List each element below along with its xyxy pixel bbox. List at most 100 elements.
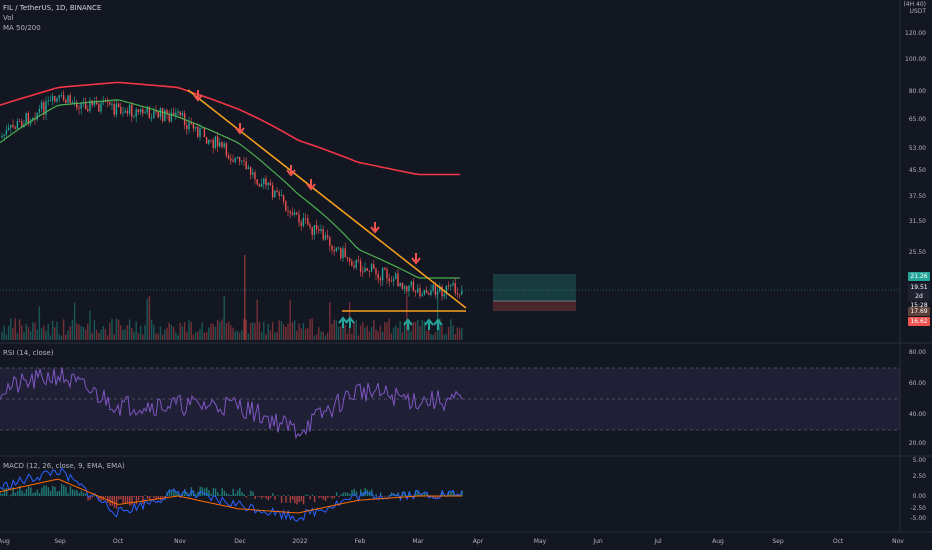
volume-bar <box>390 333 393 340</box>
green-up-arrow <box>433 318 443 330</box>
candle-body <box>335 248 338 252</box>
candles-group <box>1 90 463 301</box>
candle-body <box>60 94 63 96</box>
candle-body <box>175 112 177 116</box>
candle-body <box>91 100 93 106</box>
volume-bar <box>54 327 56 340</box>
volume-bar <box>267 323 269 340</box>
candle-body <box>227 155 230 159</box>
candle-body <box>5 129 8 135</box>
candle-body <box>293 212 296 215</box>
volume-bar <box>373 320 375 340</box>
volume-bar <box>296 330 298 340</box>
volume-bar <box>366 325 368 340</box>
volume-bar <box>161 334 164 340</box>
candle-body <box>197 127 199 137</box>
candle-body <box>166 110 168 115</box>
volume-bar <box>285 326 287 340</box>
macd-hist-bar <box>346 492 349 496</box>
volume-bar <box>331 323 333 340</box>
volume-bar <box>238 332 241 340</box>
volume-bar <box>227 321 230 340</box>
candle-body <box>12 125 14 128</box>
volume-bar <box>311 318 313 340</box>
candle-body <box>285 201 287 211</box>
volume-bar <box>69 326 71 340</box>
macd-hist-bar <box>111 496 113 506</box>
macd-hist-bar <box>52 485 54 496</box>
candle-body <box>100 102 102 112</box>
candle-body <box>362 271 364 273</box>
macd-hist-bar <box>27 485 30 496</box>
ma50-line <box>0 99 460 279</box>
macd-hist-bar <box>23 493 25 496</box>
volume-bar <box>135 321 137 340</box>
macd-hist-bar <box>426 492 428 496</box>
volume-bar <box>150 319 153 340</box>
macd-hist-bar <box>368 490 371 496</box>
macd-hist-bar <box>12 487 14 496</box>
volume-bar <box>142 334 144 340</box>
macd-hist-bar <box>250 490 252 496</box>
candle-body <box>221 142 223 147</box>
volume-bar <box>287 323 289 340</box>
volume-bar <box>441 325 443 340</box>
macd-hist-bar <box>129 496 131 507</box>
time-axis-label: May <box>534 538 547 545</box>
candle-body <box>381 267 384 281</box>
candle-body <box>188 122 190 130</box>
macd-hist-bar <box>256 496 259 497</box>
volume-bar <box>56 321 58 340</box>
candle-body <box>199 128 201 137</box>
candle-body <box>333 249 335 252</box>
volume-bar <box>12 328 14 340</box>
candle-body <box>27 112 30 124</box>
volume-bar <box>78 324 80 340</box>
candle-body <box>432 284 434 291</box>
red-down-arrow <box>411 253 421 265</box>
macd-hist-bar <box>118 496 120 500</box>
macd-hist-bar <box>153 496 155 498</box>
macd-hist-bar <box>170 490 173 496</box>
macd-hist-bar <box>373 495 375 497</box>
candle-body <box>71 102 74 104</box>
candle-body <box>357 260 360 262</box>
macd-hist-bar <box>98 496 100 501</box>
macd-hist-bar <box>164 496 166 498</box>
volume-bar <box>397 327 399 340</box>
candle-body <box>368 270 371 272</box>
volume-bar <box>1 331 3 340</box>
volume-bar <box>346 333 349 340</box>
macd-hist-bar <box>133 496 135 498</box>
volume-bar <box>244 255 246 340</box>
macd-hist-bar <box>113 496 116 508</box>
green-up-arrow <box>403 318 413 330</box>
volume-bar <box>304 328 307 340</box>
macd-hist-bar <box>38 493 41 496</box>
volume-bar <box>219 321 221 340</box>
candle-body <box>10 125 12 128</box>
macd-hist-bar <box>450 491 452 496</box>
volume-label: Vol <box>3 14 14 22</box>
macd-hist-bar <box>375 493 377 496</box>
candle-body <box>170 112 173 122</box>
volume-bar <box>27 327 30 340</box>
candle-body <box>436 291 439 296</box>
candle-body <box>254 172 256 180</box>
macd-hist-bar <box>335 492 338 496</box>
candle-body <box>243 160 245 162</box>
candle-body <box>298 214 300 223</box>
candle-body <box>58 95 60 99</box>
volume-bar <box>254 322 256 340</box>
volume-bar <box>104 328 107 340</box>
macd-hist-bar <box>91 496 94 498</box>
macd-hist-bar <box>93 495 96 496</box>
macd-hist-bar <box>155 496 157 500</box>
candle-body <box>51 96 54 101</box>
candle-body <box>373 264 375 269</box>
candle-body <box>223 143 225 147</box>
candle-body <box>155 111 157 112</box>
macd-hist-bar <box>419 494 421 496</box>
